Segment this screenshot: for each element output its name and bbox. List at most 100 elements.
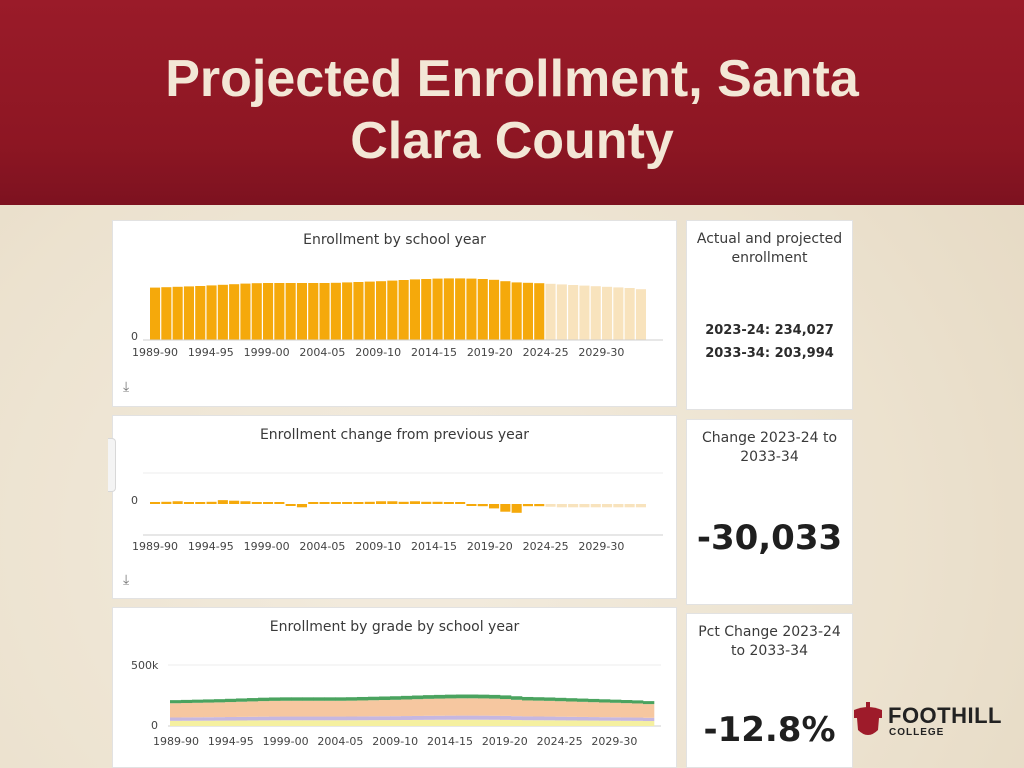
title-band: Projected Enrollment, Santa Clara County xyxy=(0,0,1024,205)
change-stat-panel: Change 2023-24 to 2033-34 -30,033 xyxy=(686,419,853,605)
enrollment-bar xyxy=(602,286,613,340)
grade-area-segment xyxy=(412,715,424,720)
grade-area-segment xyxy=(214,717,226,721)
grade-area-segment xyxy=(181,703,193,718)
grade-area-segment xyxy=(621,703,633,718)
pct-change-panel: Pct Change 2023-24 to 2033-34 -12.8% xyxy=(686,613,853,768)
change-bar xyxy=(398,501,409,504)
change-bar xyxy=(545,504,556,507)
grade-area-segment xyxy=(302,720,314,726)
grade-area-segment xyxy=(566,720,578,726)
change-bar xyxy=(432,501,443,504)
change-bar xyxy=(172,501,183,504)
grade-area-segment xyxy=(357,716,369,721)
x-tick-label: 2014-15 xyxy=(411,540,457,553)
grade-area-segment xyxy=(368,720,380,726)
grade-area-segment xyxy=(236,698,248,702)
grade-area-segment xyxy=(467,719,479,726)
change-zero-label: 0 xyxy=(131,494,138,507)
grade-area-segment xyxy=(577,720,589,726)
grade-area-segment xyxy=(555,720,567,726)
grade-area-segment xyxy=(632,717,644,721)
grade-area-segment xyxy=(324,716,336,721)
enrollment-bar xyxy=(308,283,319,340)
change-bar xyxy=(319,502,330,504)
x-tick-label: 2004-05 xyxy=(317,735,363,748)
change-bar xyxy=(195,502,206,504)
grade-area-segment xyxy=(412,699,424,716)
grade-area-segment xyxy=(269,716,281,721)
grade-area-segment xyxy=(489,719,501,726)
grade-area-segment xyxy=(181,699,193,704)
grade-area-segment xyxy=(456,694,468,699)
grade-area-segment xyxy=(335,697,347,701)
grade-area-segment xyxy=(401,695,413,700)
x-tick-label: 1999-00 xyxy=(244,346,290,359)
grade-area-segment xyxy=(610,717,622,721)
change-bar xyxy=(511,504,522,513)
change-stat-value: -30,033 xyxy=(696,518,843,558)
download-icon[interactable]: ⤓ xyxy=(123,379,130,395)
change-bar xyxy=(308,502,319,504)
grade-area-segment xyxy=(467,715,479,720)
change-bar xyxy=(602,504,613,508)
grade-area-segment xyxy=(170,717,182,721)
grade-area-segment xyxy=(401,716,413,720)
grade-chart: 500k 0 1989-90 1994-95 1999-00 2004-05 2009-… xyxy=(131,659,661,748)
grade-panel-title: Enrollment by grade by school year xyxy=(269,619,520,635)
enrollment-bar xyxy=(150,287,161,340)
grade-area-segment xyxy=(555,716,567,721)
grade-area-segment xyxy=(566,698,578,702)
enrollment-bar xyxy=(296,283,307,340)
enrollment-bar xyxy=(342,282,353,340)
x-tick-label: 2004-05 xyxy=(299,540,345,553)
side-collapse-tab[interactable] xyxy=(108,438,116,492)
grade-area-segment xyxy=(445,694,457,699)
grade-area-segment xyxy=(390,716,402,721)
enrollment-panel-title: Enrollment by school year xyxy=(303,232,486,248)
grade-area-segment xyxy=(269,720,281,726)
x-tick-label: 2019-20 xyxy=(482,735,528,748)
grade-area-segment xyxy=(434,715,446,720)
grade-area-segment xyxy=(445,719,457,726)
grade-area-segment xyxy=(225,720,237,726)
grade-area-segment xyxy=(225,717,237,721)
grade-area-segment xyxy=(522,700,534,717)
grade-area-segment xyxy=(456,715,468,720)
grade-area-segment xyxy=(588,720,600,726)
x-tick-label: 2029-30 xyxy=(591,735,637,748)
grade-area-segment xyxy=(500,695,512,700)
grade-area-segment xyxy=(258,701,270,717)
grade-area-segment xyxy=(324,720,336,726)
foothill-logo: FOOTHILL COLLEGE xyxy=(852,700,1002,744)
grade-area-segment xyxy=(324,700,336,717)
change-bar xyxy=(161,501,172,504)
change-bar xyxy=(217,500,228,504)
enrollment-bar xyxy=(409,279,420,340)
logo-sub: COLLEGE xyxy=(889,727,945,738)
change-bar xyxy=(409,501,420,504)
x-tick-label: 2009-10 xyxy=(372,735,418,748)
grade-area-segment xyxy=(291,716,303,721)
change-bar xyxy=(489,504,500,509)
grade-area-segment xyxy=(346,720,358,726)
enrollment-bar xyxy=(263,283,274,340)
enrollment-zero-label: 0 xyxy=(131,330,138,343)
grade-area-segment xyxy=(192,699,204,703)
grade-area-segment xyxy=(401,719,413,726)
enrollment-bar xyxy=(353,282,364,340)
grade-area-segment xyxy=(192,702,204,718)
grade-area-segment xyxy=(423,715,435,720)
grade-area-segment xyxy=(478,715,490,720)
grade-area-segment xyxy=(291,720,303,726)
grade-area-segment xyxy=(170,703,182,718)
x-tick-label: 1994-95 xyxy=(188,540,234,553)
download-icon[interactable]: ⤓ xyxy=(123,572,130,588)
grade-area-segment xyxy=(566,716,578,721)
grade-area-segment xyxy=(203,717,215,721)
x-tick-label: 2009-10 xyxy=(355,346,401,359)
enrollment-bar xyxy=(522,282,533,340)
x-tick-label: 2004-05 xyxy=(299,346,345,359)
enrollment-bar xyxy=(455,278,466,340)
enrollment-bar xyxy=(195,286,206,340)
